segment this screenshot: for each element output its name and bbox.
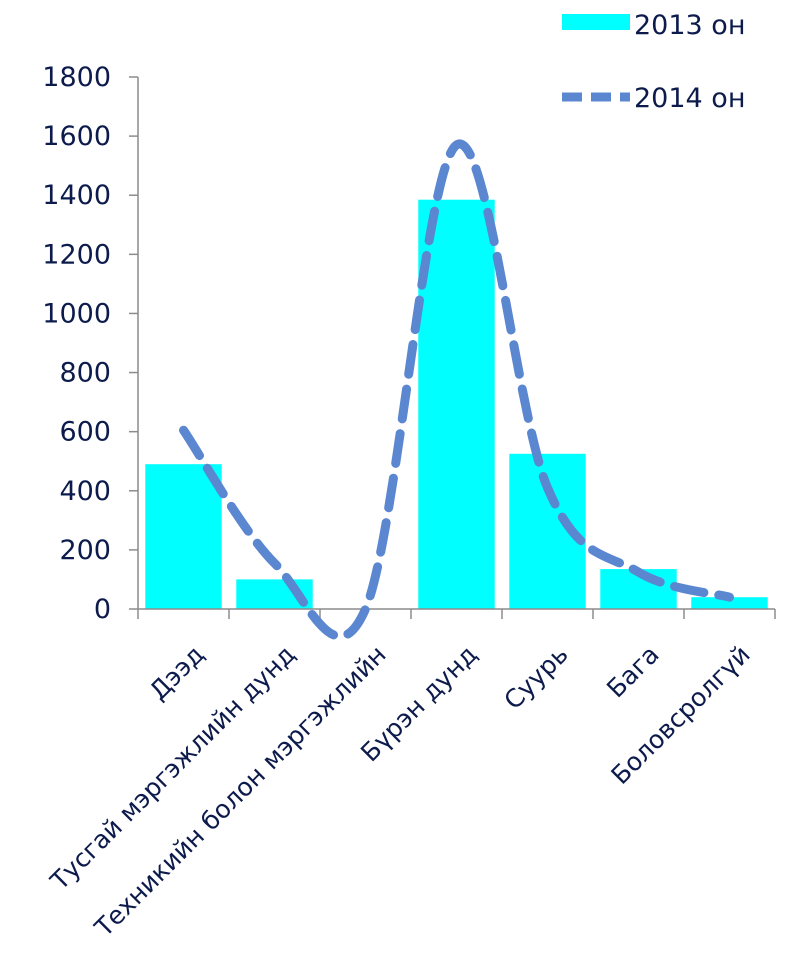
axes: 0 200 400 600 800 1000 1200 1400 1600 1800 (42, 62, 776, 625)
y-tick-label: 0 (94, 594, 111, 625)
bar-series-2013 (145, 199, 768, 609)
bar-0 (145, 464, 222, 609)
line-path-2014 (179, 139, 734, 641)
category-label-5: Бага (601, 640, 665, 704)
bar-3 (418, 199, 495, 609)
y-tick-label: 600 (59, 417, 111, 448)
y-tick-label: 1600 (42, 121, 111, 152)
y-tick-label: 200 (59, 535, 111, 566)
category-label-0: Дээд (144, 640, 210, 706)
legend-label-2014: 2014 он (634, 83, 745, 114)
legend-label-2013: 2013 он (634, 10, 745, 41)
legend: 2013 он 2014 он (562, 10, 745, 114)
y-tick-label: 1800 (42, 62, 111, 93)
line-series-2014 (179, 139, 734, 641)
bar-6 (691, 597, 768, 609)
y-tick-label: 1000 (42, 298, 111, 329)
y-tick-label: 400 (59, 476, 111, 507)
y-tick-label: 800 (59, 358, 111, 389)
category-label-4: Суурь (498, 640, 573, 715)
y-tick-label: 1200 (42, 239, 111, 270)
legend-swatch-2013 (562, 14, 630, 30)
y-tick-label: 1400 (42, 180, 111, 211)
